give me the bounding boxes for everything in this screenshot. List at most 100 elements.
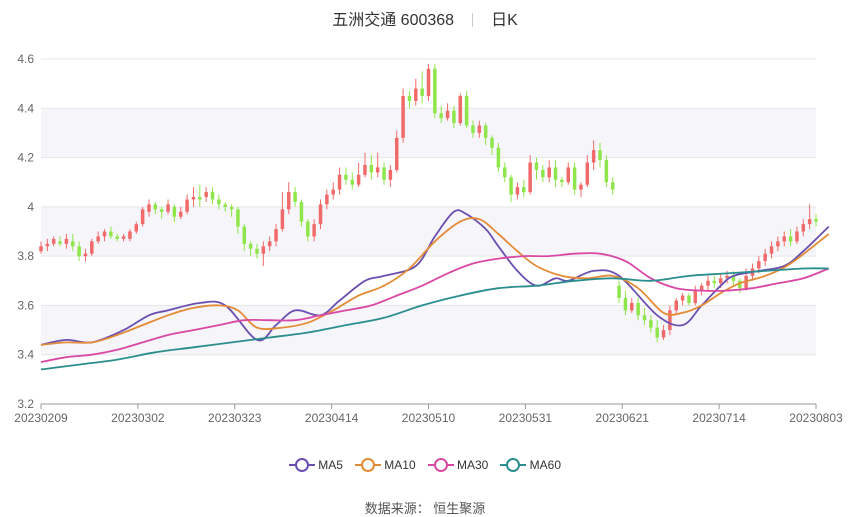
legend-label: MA30 [453,458,489,472]
candle-body [553,167,558,180]
y-tick-label: 4.2 [17,151,34,165]
candle-body [325,194,329,205]
legend-item-ma60[interactable]: MA60 [500,458,561,472]
candle-body [286,192,291,210]
candle-body [636,302,640,316]
candle [553,160,558,188]
candle [522,179,526,197]
x-tick-label: 20230803 [789,411,843,425]
candle [274,224,278,247]
candle-body [725,275,729,279]
candle-body [509,177,513,195]
line-ma10 [40,217,830,346]
candle [39,241,43,254]
legend-item-ma5[interactable]: MA5 [288,458,343,472]
candle-body [801,224,806,232]
candle [229,204,234,217]
candle [318,199,323,230]
candle [109,226,113,239]
candle-body [560,179,564,183]
candle [706,275,710,291]
candle [331,182,335,200]
candle-body [712,280,717,284]
candle-body [293,192,297,202]
candle-body [204,192,208,197]
period-label: 日K [491,12,518,29]
candle [71,233,75,252]
candle-body [483,125,488,138]
candle-body [572,167,577,190]
candle-body [83,253,88,257]
candle [286,182,291,215]
candle-body [121,236,126,239]
candle-body [807,219,812,225]
candle [293,187,297,207]
candle-body [547,167,551,178]
candle-body [610,182,615,190]
x-axis: 20230209 20230302 20230323 20230414 20230510… [14,404,843,425]
candle [153,201,158,215]
candle [661,325,666,340]
candle-body [356,174,361,185]
candle [407,91,412,109]
candle [769,241,774,259]
data-source: 数据来源： 恒生聚源 [364,501,486,516]
y-tick-label: 3.2 [17,397,34,411]
candle [344,167,348,185]
candle-body [445,110,450,119]
candle-body [490,137,494,148]
candle-body [331,189,335,195]
candle [534,157,539,180]
candle [325,189,329,210]
candle-body [757,261,761,269]
legend-item-ma10[interactable]: MA10 [354,458,416,472]
candle [471,120,475,138]
candle [738,278,742,294]
candle [382,162,386,185]
candle [547,160,551,183]
legend-item-ma30[interactable]: MA30 [427,458,489,472]
candle-body [668,310,672,331]
candle [439,105,443,124]
candle [712,275,717,289]
candle [515,182,520,200]
candle-body [471,125,475,133]
candle-body [179,211,183,217]
candle [64,233,69,249]
kline-chart: 3.23.43.63.844.24.44.6 20230209 20230302 2… [14,52,843,425]
candle-body [109,231,113,237]
candle-body [382,167,386,180]
candle [350,172,355,190]
candle [90,238,94,257]
candle [261,241,266,266]
candle [204,187,208,202]
candle [401,88,405,143]
candle [159,206,164,220]
candle [45,238,50,252]
candle-body [337,174,342,190]
y-tick-label: 3.4 [17,348,34,362]
candle [591,140,596,170]
x-tick-label: 20230323 [208,411,262,425]
candle-body [90,241,94,254]
chart-title: 五洲交通 600368 日K [0,6,850,30]
candle [630,298,634,313]
x-tick-label: 20230510 [402,411,456,425]
candle [807,204,812,230]
candle-body [585,162,590,185]
candle-body [477,125,482,133]
candle [420,71,424,104]
candle [579,182,583,197]
candle-body [642,315,647,321]
candle-body [255,248,259,254]
candle-body [655,327,659,338]
candle [51,236,56,247]
candle [198,184,202,207]
candle [617,280,621,303]
candle-body [661,330,666,338]
candle-body [344,174,348,180]
candle-body [51,238,56,244]
candle [560,177,564,188]
candle [210,187,215,205]
candle [566,162,571,185]
